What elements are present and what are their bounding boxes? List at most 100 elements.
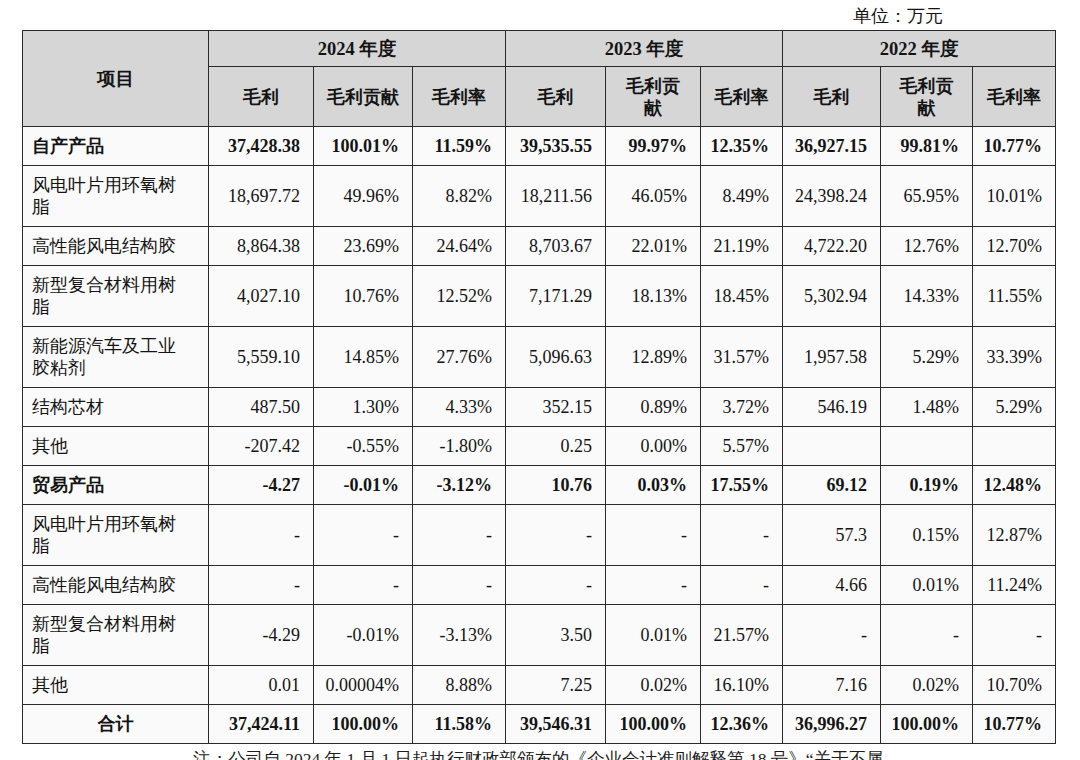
table-header: 项目 2024 年度 2023 年度 2022 年度 毛利 毛利贡献 毛利率 毛… <box>23 31 1056 127</box>
col-header-2024-contribution: 毛利贡献 <box>314 67 413 127</box>
value-cell: 5.57% <box>701 427 783 466</box>
row-label: 结构芯材 <box>23 388 209 427</box>
value-cell: 10.01% <box>973 166 1056 227</box>
value-cell: 36,927.15 <box>783 127 881 166</box>
value-cell: 24.64% <box>413 227 506 266</box>
table-row: 贸易产品 -4.27-0.01%-3.12%10.760.03%17.55%69… <box>23 466 1056 505</box>
value-cell: 39,535.55 <box>506 127 606 166</box>
value-cell: - <box>606 505 701 566</box>
value-cell: - <box>506 505 606 566</box>
row-label: 其他 <box>23 427 209 466</box>
value-cell: 10.77% <box>973 705 1056 744</box>
value-cell: 23.69% <box>314 227 413 266</box>
value-cell: 22.01% <box>606 227 701 266</box>
value-cell: 100.00% <box>881 705 973 744</box>
row-label: 新型复合材料用树 脂 <box>23 605 209 666</box>
table-row: 新型复合材料用树 脂 -4.29-0.01%-3.13%3.500.01%21.… <box>23 605 1056 666</box>
value-cell: 17.55% <box>701 466 783 505</box>
row-label: 新型复合材料用树 脂 <box>23 266 209 327</box>
col-header-2022-contribution: 毛利贡 献 <box>881 67 973 127</box>
year-header-row: 项目 2024 年度 2023 年度 2022 年度 <box>23 31 1056 67</box>
value-cell: 4.33% <box>413 388 506 427</box>
value-cell: - <box>783 605 881 666</box>
row-label: 风电叶片用环氧树 脂 <box>23 505 209 566</box>
value-cell: 487.50 <box>209 388 314 427</box>
value-cell: 1.48% <box>881 388 973 427</box>
value-cell: -3.12% <box>413 466 506 505</box>
col-header-2024-margin: 毛利率 <box>413 67 506 127</box>
table-row: 其他 0.010.00004%8.88%7.250.02%16.10%7.160… <box>23 666 1056 705</box>
value-cell: 65.95% <box>881 166 973 227</box>
value-cell: 18,697.72 <box>209 166 314 227</box>
table-row: 风电叶片用环氧树 脂 ------57.30.15%12.87% <box>23 505 1056 566</box>
value-cell: -3.13% <box>413 605 506 666</box>
value-cell: 546.19 <box>783 388 881 427</box>
value-cell: 3.72% <box>701 388 783 427</box>
col-header-2024-gross-profit: 毛利 <box>209 67 314 127</box>
value-cell: 8.82% <box>413 166 506 227</box>
value-cell: - <box>314 505 413 566</box>
value-cell: 11.59% <box>413 127 506 166</box>
value-cell: 57.3 <box>783 505 881 566</box>
value-cell: 8,703.67 <box>506 227 606 266</box>
value-cell: 0.01% <box>881 566 973 605</box>
value-cell: 4,027.10 <box>209 266 314 327</box>
value-cell: 5,302.94 <box>783 266 881 327</box>
value-cell: 31.57% <box>701 327 783 388</box>
value-cell: - <box>413 505 506 566</box>
value-cell: 100.00% <box>314 705 413 744</box>
table-row: 风电叶片用环氧树 脂 18,697.7249.96%8.82%18,211.56… <box>23 166 1056 227</box>
value-cell: 14.33% <box>881 266 973 327</box>
value-cell: 14.85% <box>314 327 413 388</box>
table-row: 结构芯材 487.501.30%4.33%352.150.89%3.72%546… <box>23 388 1056 427</box>
value-cell: 0.00% <box>606 427 701 466</box>
value-cell: 100.00% <box>606 705 701 744</box>
value-cell: 11.58% <box>413 705 506 744</box>
value-cell: 12.48% <box>973 466 1056 505</box>
value-cell: -0.01% <box>314 466 413 505</box>
value-cell <box>881 427 973 466</box>
value-cell: 0.01% <box>606 605 701 666</box>
value-cell: 100.01% <box>314 127 413 166</box>
table-row: 新能源汽车及工业 胶粘剂 5,559.1014.85%27.76%5,096.6… <box>23 327 1056 388</box>
value-cell: 49.96% <box>314 166 413 227</box>
value-cell: 5,096.63 <box>506 327 606 388</box>
value-cell: 0.15% <box>881 505 973 566</box>
value-cell: - <box>413 566 506 605</box>
value-cell: 8.88% <box>413 666 506 705</box>
value-cell: 5.29% <box>881 327 973 388</box>
gross-profit-table: 项目 2024 年度 2023 年度 2022 年度 毛利 毛利贡献 毛利率 毛… <box>22 30 1056 744</box>
value-cell: 1,957.58 <box>783 327 881 388</box>
table-row: 新型复合材料用树 脂 4,027.1010.76%12.52%7,171.291… <box>23 266 1056 327</box>
value-cell: 33.39% <box>973 327 1056 388</box>
value-cell: -4.27 <box>209 466 314 505</box>
value-cell: 0.19% <box>881 466 973 505</box>
value-cell: 4.66 <box>783 566 881 605</box>
value-cell: 0.02% <box>606 666 701 705</box>
value-cell: 69.12 <box>783 466 881 505</box>
value-cell: 12.36% <box>701 705 783 744</box>
row-label: 自产产品 <box>23 127 209 166</box>
value-cell: 46.05% <box>606 166 701 227</box>
row-label: 风电叶片用环氧树 脂 <box>23 166 209 227</box>
value-cell: 1.30% <box>314 388 413 427</box>
value-cell: 39,546.31 <box>506 705 606 744</box>
value-cell: 37,424.11 <box>209 705 314 744</box>
col-header-2023-margin: 毛利率 <box>701 67 783 127</box>
value-cell: - <box>881 605 973 666</box>
value-cell: 18.13% <box>606 266 701 327</box>
value-cell: 8,864.38 <box>209 227 314 266</box>
value-cell: 24,398.24 <box>783 166 881 227</box>
table-row: 其他 -207.42-0.55%-1.80%0.250.00%5.57% <box>23 427 1056 466</box>
value-cell: 99.81% <box>881 127 973 166</box>
value-cell: 7,171.29 <box>506 266 606 327</box>
unit-label: 单位：万元 <box>22 4 1055 28</box>
value-cell: -1.80% <box>413 427 506 466</box>
row-label: 高性能风电结构胶 <box>23 566 209 605</box>
value-cell: 7.16 <box>783 666 881 705</box>
value-cell: 0.02% <box>881 666 973 705</box>
row-label: 新能源汽车及工业 胶粘剂 <box>23 327 209 388</box>
table-row: 自产产品 37,428.38100.01%11.59%39,535.5599.9… <box>23 127 1056 166</box>
year-group-2023: 2023 年度 <box>506 31 783 67</box>
value-cell: 0.25 <box>506 427 606 466</box>
